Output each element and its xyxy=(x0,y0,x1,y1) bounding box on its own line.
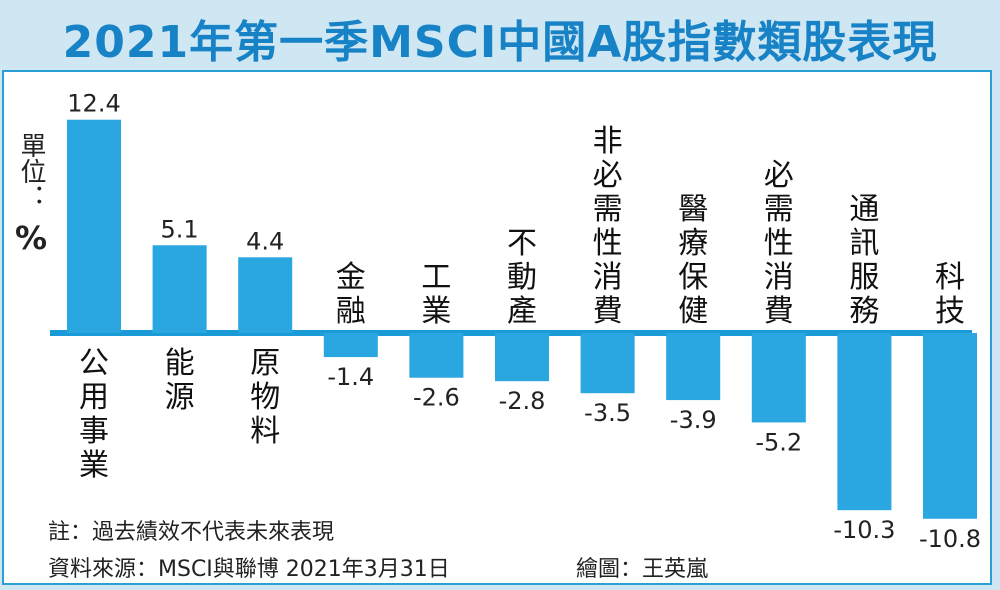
category-label-4: 金融 xyxy=(336,260,366,329)
unit-symbol: % xyxy=(14,219,48,257)
category-label-3: 原物料 xyxy=(250,346,280,449)
unit-label: 單位： % xyxy=(14,132,48,257)
bar-7 xyxy=(580,333,635,394)
category-label-6: 不動產 xyxy=(507,226,537,329)
bar-1 xyxy=(67,119,121,333)
value-label-8: -3.9 xyxy=(670,406,717,434)
value-label-1: 12.4 xyxy=(67,90,120,118)
category-label-11: 科技 xyxy=(935,260,965,329)
bar-9 xyxy=(751,333,806,423)
category-label-2: 能源 xyxy=(165,346,195,415)
chart-title: 2021年第一季MSCI中國A股指數類股表現 xyxy=(62,17,938,68)
value-label-11: -10.8 xyxy=(919,525,981,553)
value-label-5: -2.6 xyxy=(413,384,460,412)
value-label-10: -10.3 xyxy=(833,516,895,544)
value-label-3: 4.4 xyxy=(246,227,284,255)
bar-11 xyxy=(923,333,977,519)
category-label-7: 非必需性消費 xyxy=(593,124,623,329)
bar-5 xyxy=(409,333,464,378)
value-label-4: -1.4 xyxy=(327,363,374,391)
bar-10 xyxy=(837,333,892,511)
unit-text: 單位： xyxy=(16,132,46,210)
category-label-10: 通訊服務 xyxy=(849,192,879,329)
bar-2 xyxy=(152,245,207,333)
footnote-disclaimer: 註：過去績效不代表未來表現 xyxy=(48,520,335,545)
category-label-5: 工業 xyxy=(421,260,451,329)
footnote-source: 資料來源：MSCI與聯博 2021年3月31日 xyxy=(48,557,450,582)
bar-4 xyxy=(323,333,378,358)
bar-3 xyxy=(238,257,293,333)
category-label-1: 公用事業 xyxy=(79,346,109,483)
bar-6 xyxy=(495,333,549,382)
bar-8 xyxy=(666,333,721,401)
category-label-9: 必需性消費 xyxy=(764,158,794,329)
value-label-9: -5.2 xyxy=(755,428,802,456)
value-label-7: -3.5 xyxy=(584,399,631,427)
value-label-6: -2.8 xyxy=(499,387,546,415)
footnote-credit: 繪圖：王英嵐 xyxy=(576,557,709,582)
value-label-2: 5.1 xyxy=(161,215,199,243)
category-label-8: 醫療保健 xyxy=(678,192,708,329)
